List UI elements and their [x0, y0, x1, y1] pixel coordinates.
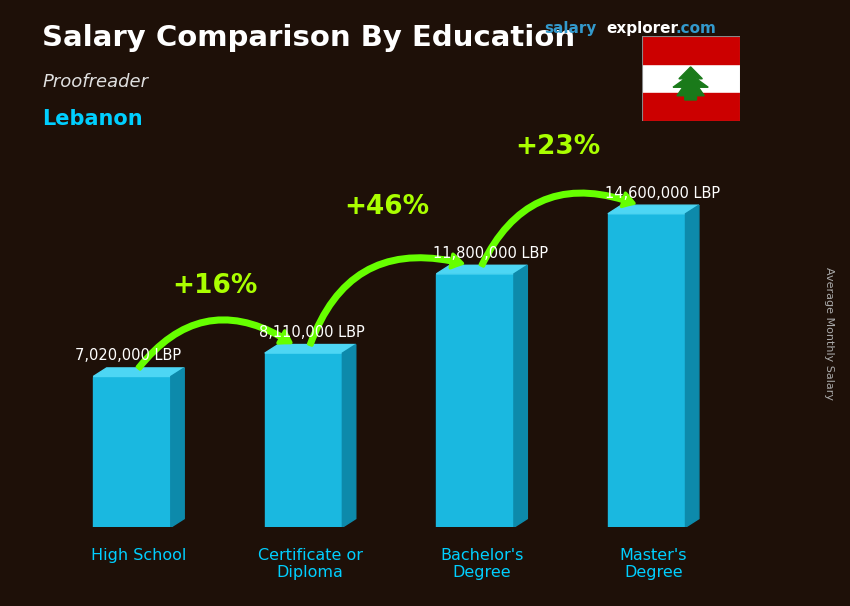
Text: Lebanon: Lebanon [42, 109, 143, 129]
FancyArrowPatch shape [138, 318, 291, 369]
Text: +23%: +23% [515, 134, 601, 160]
Polygon shape [685, 205, 699, 527]
Bar [642, 36, 740, 64]
Polygon shape [514, 265, 527, 527]
Text: +46%: +46% [343, 194, 429, 220]
Polygon shape [436, 265, 527, 274]
Polygon shape [608, 205, 699, 214]
Text: 8,110,000 LBP: 8,110,000 LBP [258, 325, 365, 340]
Text: 7,020,000 LBP: 7,020,000 LBP [76, 348, 181, 364]
Bar [642, 93, 740, 121]
Text: High School: High School [91, 548, 186, 563]
Text: .com: .com [676, 21, 717, 36]
FancyArrowPatch shape [480, 191, 634, 266]
Text: Bachelor's
Degree: Bachelor's Degree [440, 548, 524, 581]
Text: +16%: +16% [172, 273, 258, 299]
Polygon shape [265, 345, 356, 353]
Text: 14,600,000 LBP: 14,600,000 LBP [605, 185, 720, 201]
Bar [94, 376, 171, 527]
Text: explorer: explorer [606, 21, 678, 36]
Text: Certificate or
Diploma: Certificate or Diploma [258, 548, 363, 581]
Text: 11,800,000 LBP: 11,800,000 LBP [434, 246, 548, 261]
Bar [608, 214, 685, 527]
Text: salary: salary [544, 21, 597, 36]
Text: Salary Comparison By Education: Salary Comparison By Education [42, 24, 575, 52]
Polygon shape [343, 345, 356, 527]
Polygon shape [171, 368, 184, 527]
Bar [436, 274, 514, 527]
Polygon shape [94, 368, 184, 376]
FancyArrowPatch shape [309, 254, 462, 345]
Text: Master's
Degree: Master's Degree [620, 548, 687, 581]
Polygon shape [673, 67, 708, 100]
Bar [265, 353, 343, 527]
Text: Average Monthly Salary: Average Monthly Salary [824, 267, 834, 400]
Text: Proofreader: Proofreader [42, 73, 149, 91]
